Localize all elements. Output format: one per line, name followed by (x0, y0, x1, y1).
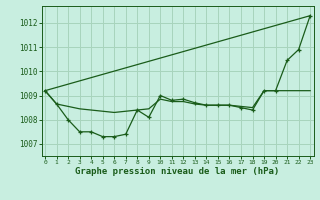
X-axis label: Graphe pression niveau de la mer (hPa): Graphe pression niveau de la mer (hPa) (76, 167, 280, 176)
